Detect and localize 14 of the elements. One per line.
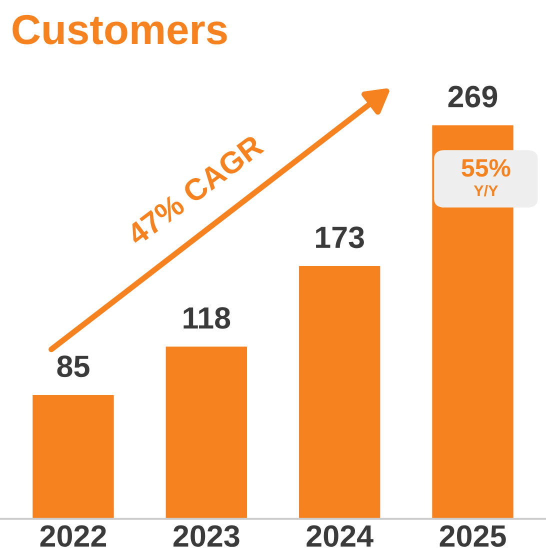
data-label: 85 [57, 356, 90, 378]
x-tick-label: 2023 [173, 525, 240, 547]
x-tick-label: 2022 [40, 525, 106, 547]
chart-title: Customers [12, 14, 227, 44]
bar [31, 394, 116, 519]
annotation: 55% [462, 159, 510, 177]
data-label: 269 [448, 86, 498, 108]
annotation: Y/Y [474, 184, 498, 196]
x-tick-label: 2025 [440, 525, 506, 547]
bar [298, 264, 382, 519]
bar [164, 345, 248, 519]
data-label: 118 [184, 307, 230, 329]
data-label: 173 [316, 226, 364, 248]
x-tick-label: 2024 [306, 525, 374, 547]
